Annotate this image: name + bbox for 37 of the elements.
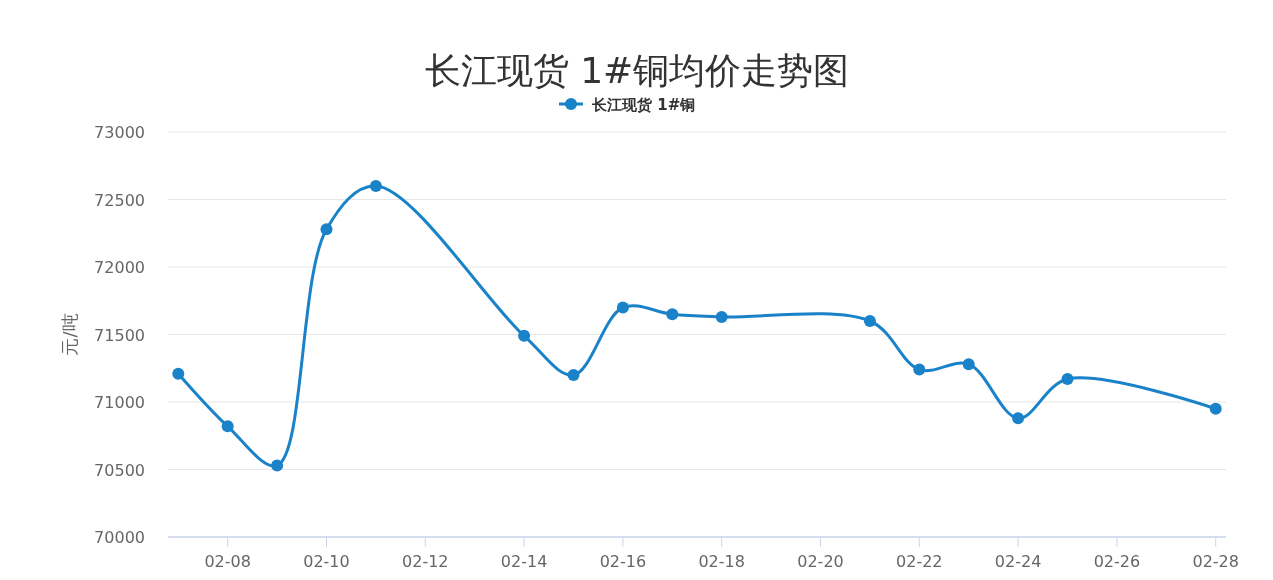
x-tick-label: 02-20 bbox=[797, 552, 844, 571]
point bbox=[666, 308, 679, 321]
point bbox=[1012, 412, 1025, 425]
x-tick-label: 02-28 bbox=[1192, 552, 1239, 571]
point bbox=[320, 223, 333, 236]
y-tick-label: 73000 bbox=[94, 123, 145, 142]
point bbox=[616, 301, 629, 314]
x-tick-label: 02-08 bbox=[204, 552, 251, 571]
chart-title: 长江现货 1#铜均价走势图 bbox=[424, 50, 850, 91]
y-tick-label: 72500 bbox=[94, 190, 145, 210]
point bbox=[172, 367, 185, 380]
x-tick-label: 02-26 bbox=[1093, 552, 1141, 571]
point bbox=[369, 180, 382, 192]
x-tick-label: 02-12 bbox=[402, 552, 449, 571]
point bbox=[518, 329, 531, 342]
y-axis-title: 元/吨 bbox=[59, 313, 80, 356]
x-tick-label: 02-18 bbox=[698, 552, 745, 571]
y-tick-label: 70500 bbox=[94, 460, 145, 480]
point bbox=[567, 369, 580, 381]
point bbox=[863, 315, 876, 327]
point bbox=[913, 363, 926, 376]
point bbox=[1061, 373, 1074, 386]
x-tick-label: 02-14 bbox=[500, 552, 548, 571]
point bbox=[962, 358, 975, 371]
y-tick-label: 71000 bbox=[94, 393, 145, 412]
x-tick-label: 02-10 bbox=[303, 552, 350, 571]
y-tick-label: 72000 bbox=[94, 258, 145, 277]
point bbox=[271, 459, 284, 472]
x-tick-label: 02-22 bbox=[896, 552, 943, 571]
legend-label: 长江现货 1#铜 bbox=[591, 96, 696, 114]
point bbox=[715, 310, 728, 323]
y-tick-label: 71500 bbox=[94, 325, 145, 345]
point bbox=[221, 420, 234, 433]
y-tick-label: 70000 bbox=[94, 528, 145, 547]
x-tick-label: 02-24 bbox=[994, 552, 1042, 571]
point bbox=[1209, 402, 1222, 415]
x-tick-label: 02-16 bbox=[599, 552, 647, 571]
